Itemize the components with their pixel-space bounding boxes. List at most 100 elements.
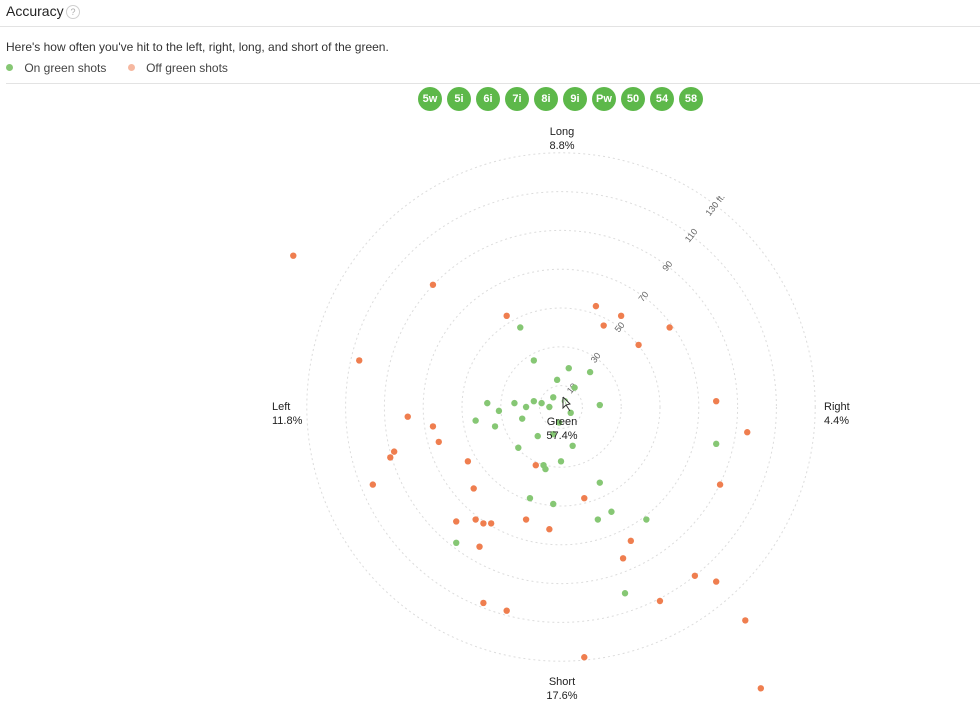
off-green-shot[interactable]	[480, 599, 487, 607]
off-green-shot[interactable]	[480, 520, 487, 527]
off-green-shot[interactable]	[476, 543, 483, 550]
on-green-shot[interactable]	[596, 401, 603, 409]
on-green-shot[interactable]	[530, 397, 538, 405]
off-green-shot[interactable]	[470, 485, 477, 492]
on-green-shot[interactable]	[526, 494, 534, 502]
off-green-shot[interactable]	[666, 324, 673, 331]
direction-right: Right 4.4%	[824, 400, 884, 428]
off-green-shot[interactable]	[290, 252, 297, 259]
off-green-shot[interactable]	[464, 458, 472, 465]
off-green-shot[interactable]	[435, 438, 442, 446]
on-green-shot[interactable]	[596, 479, 603, 486]
on-green-shot[interactable]	[586, 368, 594, 376]
on-green-shot[interactable]	[557, 458, 565, 465]
on-green-shot[interactable]	[530, 357, 538, 364]
on-green-shot[interactable]	[491, 423, 499, 430]
off-green-shot[interactable]	[744, 429, 751, 436]
club-chip-5w[interactable]: 5w	[418, 87, 442, 111]
help-icon[interactable]: ?	[66, 5, 80, 19]
club-chip-9i[interactable]: 9i	[563, 87, 587, 111]
off-green-shot[interactable]	[503, 607, 510, 614]
off-green-shot[interactable]	[472, 516, 479, 523]
on-green-shot[interactable]	[453, 539, 460, 546]
on-green-shot[interactable]	[713, 440, 720, 448]
ring-label-110: 110	[683, 227, 700, 244]
on-green-shot[interactable]	[542, 465, 549, 473]
legend-item-off-green: Off green shots	[127, 61, 228, 75]
on-green-shot[interactable]	[621, 590, 629, 597]
off-green-shot[interactable]	[356, 357, 363, 364]
off-green-shot[interactable]	[429, 281, 437, 288]
on-green-shot[interactable]	[555, 419, 563, 426]
on-green-shot[interactable]	[538, 399, 545, 407]
club-chip-pw[interactable]: Pw	[592, 87, 616, 111]
club-chip-6i[interactable]: 6i	[476, 87, 500, 111]
off-green-shot[interactable]	[453, 518, 460, 525]
on-green-shot[interactable]	[565, 365, 572, 372]
off-green-shot[interactable]	[619, 555, 627, 562]
on-green-shot[interactable]	[511, 399, 518, 407]
club-chip-58[interactable]: 58	[679, 87, 703, 111]
on-green-shot[interactable]	[608, 508, 615, 515]
off-green-shot[interactable]	[429, 423, 437, 430]
legend-item-on-green: On green shots	[6, 61, 106, 75]
distance-rings	[306, 152, 816, 662]
ring-label-30: 30	[589, 351, 603, 365]
club-chip-7i[interactable]: 7i	[505, 87, 529, 111]
off-green-shot[interactable]	[487, 520, 495, 527]
on-green-shot[interactable]	[517, 324, 524, 331]
off-green-shot[interactable]	[503, 312, 510, 320]
on-green-shot[interactable]	[567, 409, 574, 417]
off-green-shot[interactable]	[532, 462, 539, 469]
off-green-shot[interactable]	[713, 578, 720, 585]
off-green-shot[interactable]	[546, 526, 553, 533]
off-green-shot[interactable]	[581, 654, 588, 661]
on-green-shot[interactable]	[484, 399, 491, 407]
off-green-shot[interactable]	[581, 494, 588, 502]
on-green-shot[interactable]	[534, 432, 541, 440]
club-chip-5i[interactable]: 5i	[447, 87, 471, 111]
off-green-shot[interactable]	[627, 537, 635, 545]
on-green-shot[interactable]	[569, 442, 576, 449]
club-chip-50[interactable]: 50	[621, 87, 645, 111]
ring-label-70: 70	[636, 290, 650, 304]
ring-label-130: 130 ft.	[703, 192, 726, 218]
direction-short-pct: 17.6%	[546, 690, 578, 702]
on-green-shot[interactable]	[550, 394, 557, 401]
on-green-shot[interactable]	[522, 403, 530, 411]
ring-50	[461, 307, 661, 507]
off-green-shot[interactable]	[522, 516, 530, 523]
off-green-shot[interactable]	[600, 322, 607, 329]
off-green-shot[interactable]	[716, 481, 724, 488]
off-green-shot[interactable]	[617, 312, 625, 320]
off-green-shot[interactable]	[390, 448, 398, 455]
direction-short-label: Short	[548, 676, 576, 688]
off-green-shot[interactable]	[757, 685, 765, 692]
shot-points	[290, 252, 765, 692]
pin-marker	[562, 396, 571, 412]
club-chip-54[interactable]: 54	[650, 87, 674, 111]
on-green-shot[interactable]	[472, 417, 479, 424]
off-green-shot[interactable]	[656, 597, 664, 605]
club-chip-8i[interactable]: 8i	[534, 87, 558, 111]
off-green-shot[interactable]	[635, 341, 642, 349]
on-green-shot[interactable]	[519, 415, 526, 422]
on-green-shot[interactable]	[550, 500, 557, 508]
on-green-shot[interactable]	[546, 403, 553, 411]
on-green-shot[interactable]	[495, 407, 503, 415]
on-green-shot[interactable]	[594, 516, 602, 523]
direction-green: Green 57.4%	[522, 415, 602, 443]
off-green-shot[interactable]	[387, 454, 394, 461]
ring-110	[345, 191, 777, 623]
on-green-shot[interactable]	[643, 516, 650, 523]
off-green-shot[interactable]	[592, 302, 600, 310]
off-green-shot[interactable]	[713, 397, 720, 405]
on-green-shot[interactable]	[571, 384, 578, 391]
on-green-shot[interactable]	[550, 430, 557, 438]
off-green-shot[interactable]	[742, 617, 749, 624]
off-green-shot[interactable]	[404, 413, 411, 420]
off-green-shot[interactable]	[369, 481, 377, 488]
on-green-shot[interactable]	[553, 376, 561, 384]
on-green-shot[interactable]	[515, 444, 522, 451]
off-green-shot[interactable]	[691, 572, 699, 579]
